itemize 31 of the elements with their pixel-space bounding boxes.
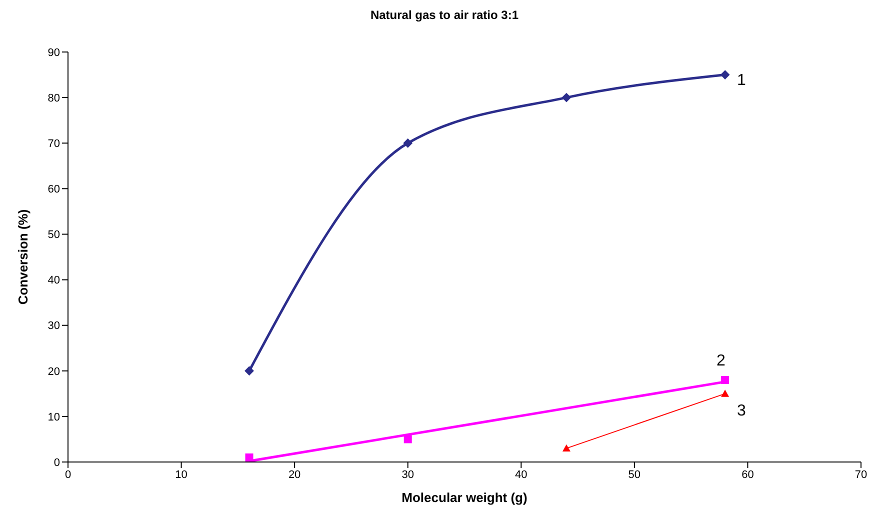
- y-tick-label: 70: [48, 138, 60, 150]
- point: [720, 70, 730, 80]
- y-tick-label: 40: [48, 274, 60, 287]
- point: [245, 453, 254, 462]
- chart-title: Natural gas to air ratio 3:1: [369, 8, 520, 22]
- series-label: 3: [737, 402, 746, 420]
- y-tick-label: 0: [54, 456, 60, 469]
- point: [403, 138, 412, 148]
- y-tick-label: 60: [48, 184, 60, 196]
- x-tick-label: 40: [515, 468, 528, 481]
- x-tick-label: 70: [854, 468, 868, 481]
- series-label: 2: [716, 352, 726, 370]
- y-tick-label: 50: [48, 229, 60, 242]
- y-tick-label: 10: [48, 411, 60, 424]
- y-tick-label: 80: [48, 92, 60, 104]
- x-tick-label: 30: [402, 468, 414, 481]
- x-tick-label: 60: [742, 468, 754, 481]
- y-tick-label: 90: [48, 46, 60, 59]
- x-tick-label: 0: [64, 468, 72, 481]
- point: [404, 435, 412, 444]
- y-tick-label: 20: [48, 366, 60, 378]
- x-axis-title: Molecular weight (g): [402, 490, 528, 505]
- point: [721, 376, 730, 384]
- y-tick-label: 30: [48, 320, 60, 332]
- x-tick-label: 50: [628, 468, 641, 481]
- point: [562, 93, 571, 102]
- x-tick-label: 10: [175, 468, 188, 481]
- y-axis-title: Conversion (%): [16, 209, 31, 305]
- x-tick-label: 20: [288, 468, 301, 481]
- point: [244, 366, 254, 376]
- series-label: 1: [737, 72, 746, 89]
